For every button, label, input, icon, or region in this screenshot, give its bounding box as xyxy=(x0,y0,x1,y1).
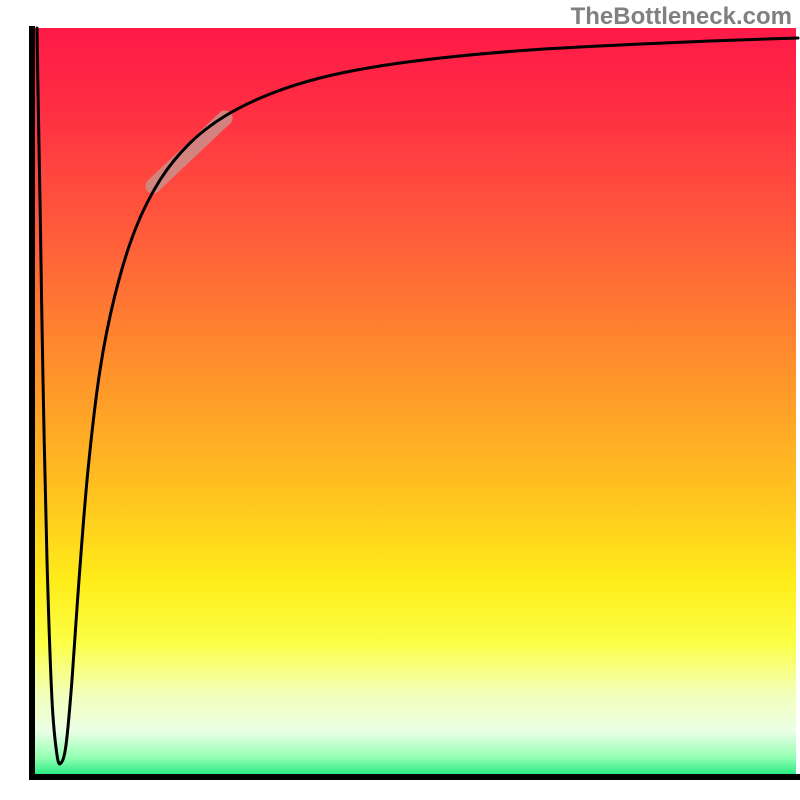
main-curve-path xyxy=(37,28,798,764)
curve-layer xyxy=(0,0,800,800)
bottleneck-chart: TheBottleneck.com xyxy=(0,0,800,800)
watermark: TheBottleneck.com xyxy=(571,3,792,31)
